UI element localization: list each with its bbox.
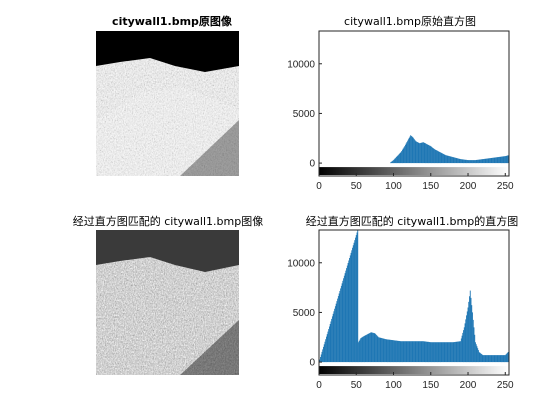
original-histogram-ticks: 0 50 100 150 200 250 0 5000 10000 [287,59,514,192]
original-image-title-text: citywall1.bmp原图像 [112,14,233,28]
x-tick-label: 200 [460,181,477,192]
matched-histogram-title: 经过直方图匹配的 citywall1.bmp的直方图 [306,214,518,228]
x-tick-label: 250 [497,181,514,192]
y-tick-label: 10000 [287,59,315,70]
matched-histogram: 经过直方图匹配的 citywall1.bmp的直方图 0 50 100 150 200 2… [287,214,518,391]
x-tick-label: 150 [422,380,439,391]
original-histogram-axes-box [318,30,510,177]
grayscale-colorbar [319,167,509,175]
original-histogram: citywall1.bmp原始直方图 0 50 100 150 200 250 0 5000 1… [287,14,514,192]
x-tick-label: 0 [316,380,322,391]
x-tick-label: 50 [351,181,363,192]
y-tick-label: 5000 [293,109,316,120]
y-tick-label: 5000 [293,308,316,319]
matched-histogram-axes-box [318,229,510,376]
x-tick-label: 150 [422,181,439,192]
x-tick-label: 250 [497,380,514,391]
matched-histogram-bars [319,230,510,374]
y-tick-label: 0 [309,358,315,369]
original-image-title: citywall1.bmp原图像 [112,14,233,28]
x-tick-label: 100 [385,380,402,391]
matched-image-panel: 经过直方图匹配的 citywall1.bmp图像 [73,214,263,375]
x-tick-label: 50 [351,380,363,391]
x-tick-label: 0 [316,181,322,192]
matched-image-title: 经过直方图匹配的 citywall1.bmp图像 [73,214,263,228]
y-tick-label: 0 [309,159,315,170]
original-histogram-title: citywall1.bmp原始直方图 [344,14,476,28]
matched-image [96,230,239,375]
x-tick-label: 200 [460,380,477,391]
grayscale-colorbar [319,366,509,374]
original-histogram-bars [319,135,510,175]
original-image [96,31,239,176]
original-image-panel: citywall1.bmp原图像 [96,14,239,176]
y-tick-label: 10000 [287,258,315,269]
x-tick-label: 100 [385,181,402,192]
